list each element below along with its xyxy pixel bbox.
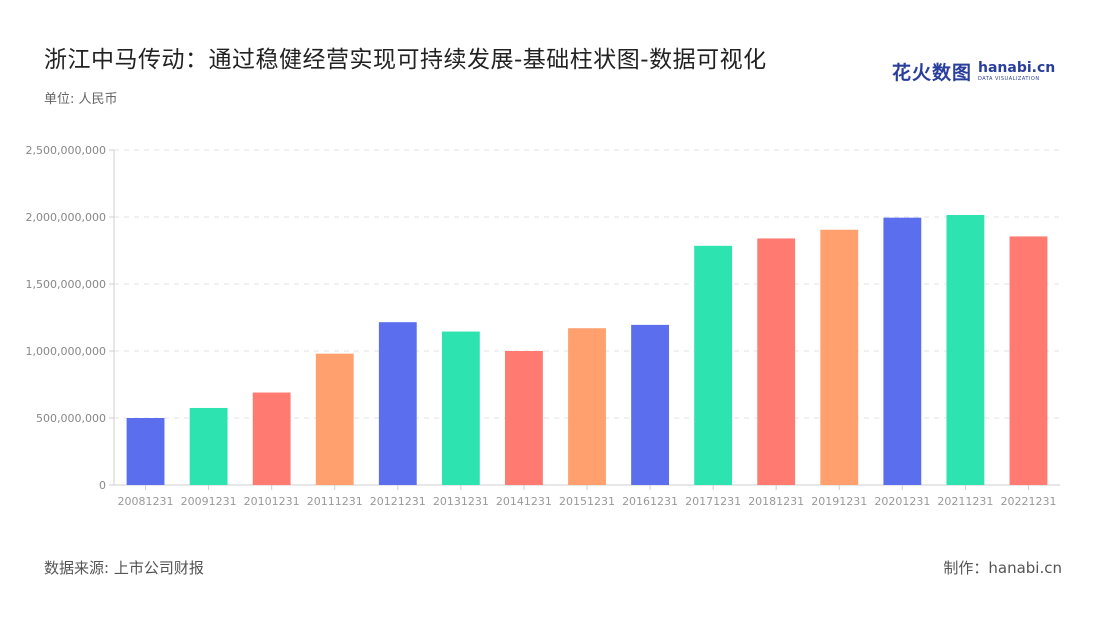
x-tick-label: 20221231 bbox=[1000, 495, 1056, 508]
bar bbox=[757, 238, 796, 485]
x-tick-label: 20171231 bbox=[685, 495, 741, 508]
y-tick-label: 1,500,000,000 bbox=[26, 278, 106, 291]
logo-en-block: hanabi.cn DATA VISUALIZATION bbox=[978, 61, 1055, 82]
bar bbox=[1009, 236, 1048, 485]
x-tick-label: 20211231 bbox=[937, 495, 993, 508]
x-tick-label: 20091231 bbox=[181, 495, 237, 508]
brand-logo: 花火数图 hanabi.cn DATA VISUALIZATION bbox=[892, 58, 1055, 85]
bar bbox=[820, 229, 859, 485]
x-tick-label: 20161231 bbox=[622, 495, 678, 508]
bar bbox=[883, 217, 922, 486]
logo-cn-text: 花火数图 bbox=[892, 62, 973, 84]
data-source: 数据来源: 上市公司财报 bbox=[44, 559, 204, 577]
bar bbox=[126, 418, 165, 485]
bar bbox=[946, 214, 985, 486]
bar bbox=[315, 353, 354, 485]
bar bbox=[189, 407, 228, 485]
bar bbox=[505, 351, 543, 485]
x-tick-label: 20141231 bbox=[496, 495, 552, 508]
y-tick-label: 500,000,000 bbox=[36, 412, 106, 425]
credit: 制作：hanabi.cn bbox=[943, 559, 1062, 577]
x-tick-label: 20081231 bbox=[118, 495, 174, 508]
y-tick-label: 2,000,000,000 bbox=[26, 211, 106, 224]
bar bbox=[568, 328, 606, 485]
logo-sub-text: DATA VISUALIZATION bbox=[978, 76, 1040, 82]
x-tick-label: 20111231 bbox=[307, 495, 363, 508]
unit-label: 单位: 人民币 bbox=[44, 92, 118, 107]
x-tick-label: 20201231 bbox=[874, 495, 930, 508]
bar bbox=[252, 392, 291, 485]
x-tick-label: 20131231 bbox=[433, 495, 489, 508]
bar bbox=[631, 324, 669, 485]
x-tick-label: 20121231 bbox=[370, 495, 426, 508]
x-tick-label: 20101231 bbox=[244, 495, 300, 508]
chart-title: 浙江中马传动：通过稳健经营实现可持续发展-基础柱状图-数据可视化 bbox=[44, 47, 767, 73]
x-tick-label: 20151231 bbox=[559, 495, 615, 508]
bar bbox=[378, 322, 417, 485]
bar bbox=[694, 245, 733, 485]
x-tick-label: 20181231 bbox=[748, 495, 804, 508]
y-tick-label: 2,500,000,000 bbox=[26, 144, 106, 157]
logo-en-text: hanabi.cn bbox=[978, 60, 1056, 76]
bar bbox=[441, 331, 480, 485]
y-tick-label: 0 bbox=[99, 479, 106, 492]
y-tick-label: 1,000,000,000 bbox=[26, 345, 106, 358]
x-tick-label: 20191231 bbox=[811, 495, 867, 508]
